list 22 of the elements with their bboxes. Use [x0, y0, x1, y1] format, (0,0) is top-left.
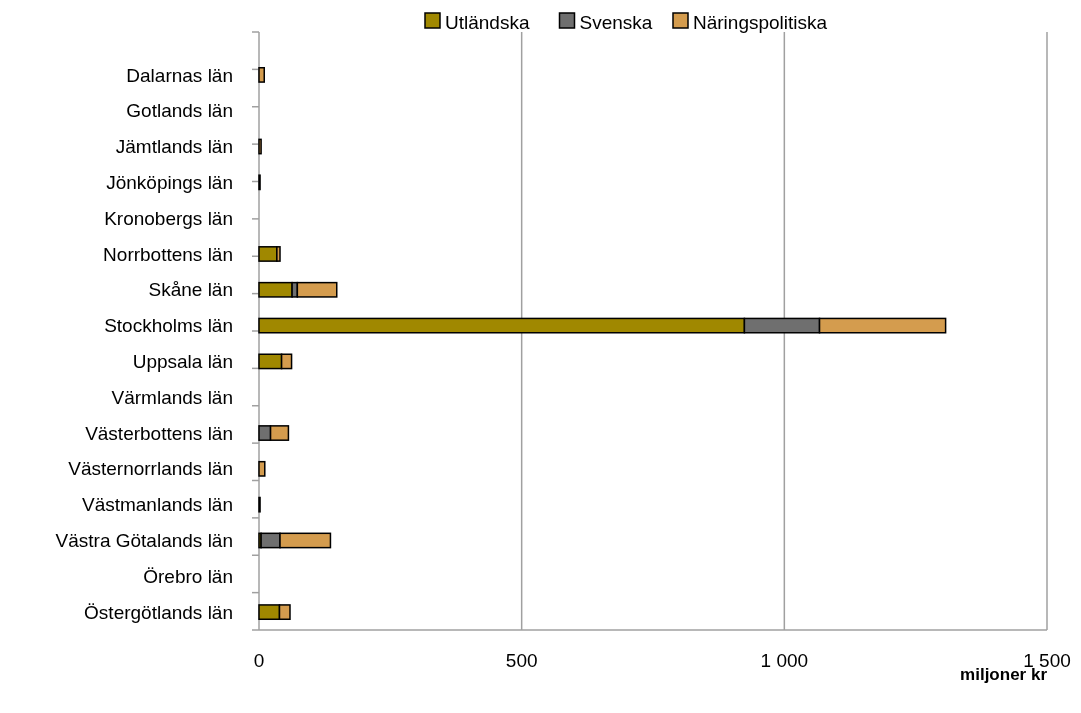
legend-label: Utländska: [445, 11, 530, 33]
y-tick-label: Västra Götalands län: [55, 530, 233, 552]
y-tick-label: Västmanlands län: [81, 494, 233, 516]
y-tick-label: Jönköpings län: [106, 171, 233, 193]
y-tick-label: Uppsala län: [132, 351, 233, 373]
y-tick-label: Västerbottens län: [85, 422, 233, 444]
y-tick-label: Dalarnas län: [126, 64, 233, 86]
x-tick-label: 500: [505, 650, 538, 671]
y-tick-label: Västernorrlands län: [68, 458, 233, 480]
y-tick-label: Jämtlands län: [115, 136, 233, 158]
x-tick-label: 1 000: [760, 650, 809, 671]
legend-label: Näringspolitiska: [693, 11, 828, 33]
y-tick-label: Östergötlands län: [84, 601, 233, 623]
legend-label: Svenska: [579, 11, 653, 33]
y-tick-label: Gotlands län: [126, 100, 233, 122]
y-tick-label: Kronobergs län: [104, 207, 233, 229]
y-tick-label: Norrbottens län: [103, 243, 233, 265]
y-tick-label: Örebro län: [143, 565, 233, 587]
y-tick-label: Stockholms län: [104, 315, 233, 337]
y-tick-label: Värmlands län: [111, 386, 233, 408]
x-tick-label: 0: [253, 650, 265, 671]
y-tick-label: Skåne län: [148, 279, 233, 301]
